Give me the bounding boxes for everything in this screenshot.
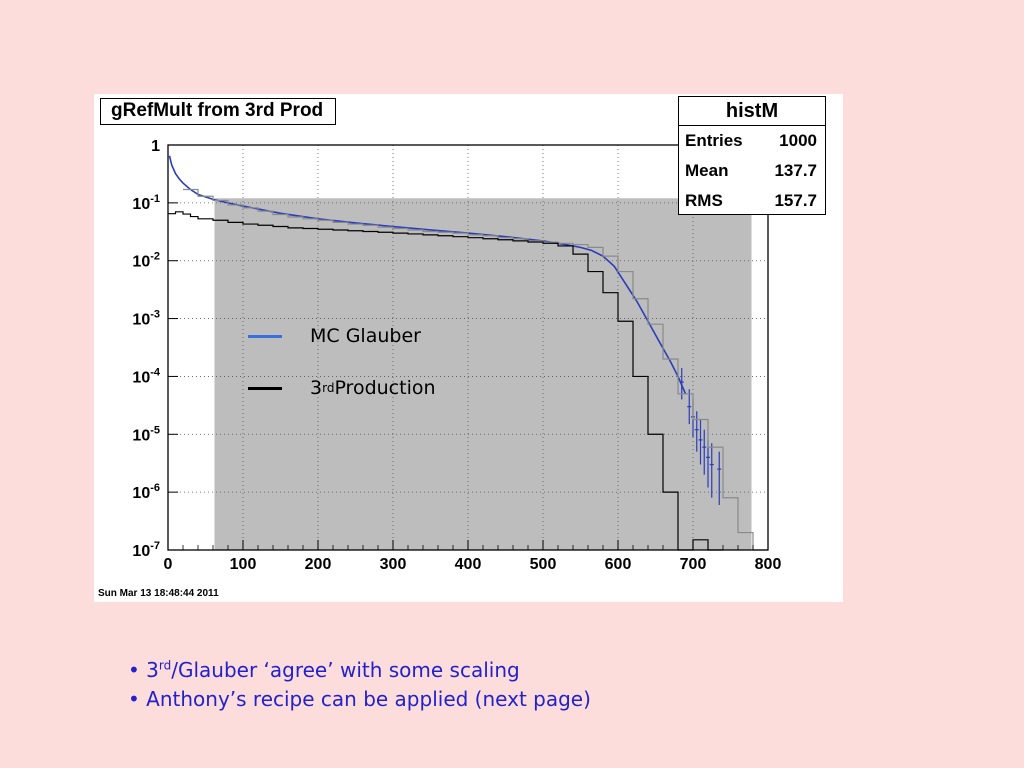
stats-label: Mean <box>685 161 729 180</box>
bullet-sup: rd <box>158 658 172 673</box>
stats-value: 1000 <box>779 131 817 150</box>
shaded-region <box>214 198 752 550</box>
series-mc-glauber <box>168 155 687 395</box>
x-tick-label: 600 <box>605 556 632 573</box>
y-tick-label: 10-5 <box>132 424 160 444</box>
stats-row-mean: Mean 137.7 <box>679 156 825 186</box>
x-tick-label: 700 <box>680 556 707 573</box>
stats-row-rms: RMS 157.7 <box>679 186 825 216</box>
x-tick-label: 800 <box>755 556 782 573</box>
x-tick-label: 500 <box>530 556 557 573</box>
legend-label: MC Glauber <box>310 325 421 347</box>
legend-label: 3 <box>310 377 323 399</box>
bullet-item: • 3rd/Glauber ‘agree’ with some scaling <box>128 656 591 685</box>
bullet-text-tail: /Glauber ‘agree’ with some scaling <box>171 658 520 682</box>
y-tick-label: 10-3 <box>132 309 160 329</box>
x-tick-label: 0 <box>164 556 173 573</box>
stats-value: 157.7 <box>774 191 817 210</box>
stats-value: 137.7 <box>774 161 817 180</box>
chart-plot: 0 100 200 300 400 500 600 700 800 1 10-1 10-2 10-3 10… <box>132 138 782 573</box>
histogram-canvas: 0 100 200 300 400 500 600 700 800 1 10-1 10-2 10-3 10… <box>94 94 843 602</box>
y-tick-label: 10-1 <box>132 193 160 213</box>
y-tick-label: 10-7 <box>132 540 160 560</box>
stats-name: histM <box>679 97 825 126</box>
x-tick-label: 100 <box>230 556 257 573</box>
stats-label: RMS <box>685 191 723 210</box>
bullet-text: • 3 <box>128 658 159 682</box>
stats-row-entries: Entries 1000 <box>679 126 825 156</box>
chart-title: gRefMult from 3rd Prod <box>100 98 337 125</box>
stats-box: histM Entries 1000 Mean 137.7 RMS 157.7 <box>678 96 826 215</box>
y-tick-label: 10-6 <box>132 482 160 502</box>
legend-item-mc-glauber: MC Glauber <box>248 325 421 347</box>
x-tick-label: 300 <box>380 556 407 573</box>
stats-label: Entries <box>685 131 743 150</box>
y-tick-label: 10-2 <box>132 251 160 271</box>
y-tick-label: 10-4 <box>132 366 160 386</box>
bullet-list: • 3rd/Glauber ‘agree’ with some scaling … <box>128 656 591 714</box>
series-overlay-histogram <box>183 188 768 551</box>
y-tick-label: 1 <box>151 138 160 155</box>
legend-swatch-blue <box>248 334 282 338</box>
legend-swatch-black <box>248 386 282 390</box>
x-tick-label: 200 <box>305 556 332 573</box>
bullet-item: • Anthony’s recipe can be applied (next … <box>128 685 591 714</box>
legend-label-tail: Production <box>334 377 436 399</box>
series-3rd-production <box>168 211 723 551</box>
timestamp: Sun Mar 13 18:48:44 2011 <box>98 588 219 599</box>
x-tick-label: 400 <box>455 556 482 573</box>
bullet-text: • Anthony’s recipe can be applied (next … <box>128 687 591 711</box>
